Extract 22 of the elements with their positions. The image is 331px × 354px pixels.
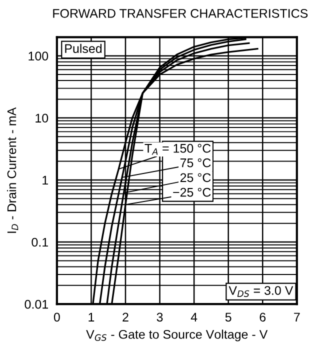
y-tick-label: 0.01 <box>24 300 48 309</box>
annotation: 75 °C <box>180 158 211 168</box>
x-tick-label: 7 <box>294 312 300 322</box>
chart-title: FORWARD TRANSFER CHARACTERISTICS <box>53 8 308 18</box>
annotation: 25 °C <box>180 173 211 182</box>
x-axis-title: V$_{GS}$ - Gate to Source Voltage - V <box>86 330 268 342</box>
x-tick-label: 4 <box>190 312 198 322</box>
annotation: −25 °C <box>173 188 211 197</box>
y-tick-label: 100 <box>28 52 48 61</box>
y-tick-label: 0.1 <box>32 238 48 247</box>
annotation: T$_{A}$ = 150 °C <box>144 144 211 155</box>
annotation: V$_{DS}$ = 3.0 V <box>228 286 294 297</box>
x-tick-label: 1 <box>88 312 94 322</box>
annotation: Pulsed <box>65 44 102 54</box>
y-axis-title: I$_{D}$ - Drain Current - mA <box>7 107 18 233</box>
x-tick-label: 5 <box>225 312 232 322</box>
y-tick-label: 10 <box>36 114 48 123</box>
x-tick-label: 2 <box>122 312 128 322</box>
y-tick-label: 1 <box>42 176 48 184</box>
x-tick-label: 6 <box>260 312 266 322</box>
x-tick-label: 0 <box>54 312 60 322</box>
x-tick-label: 3 <box>156 312 163 322</box>
